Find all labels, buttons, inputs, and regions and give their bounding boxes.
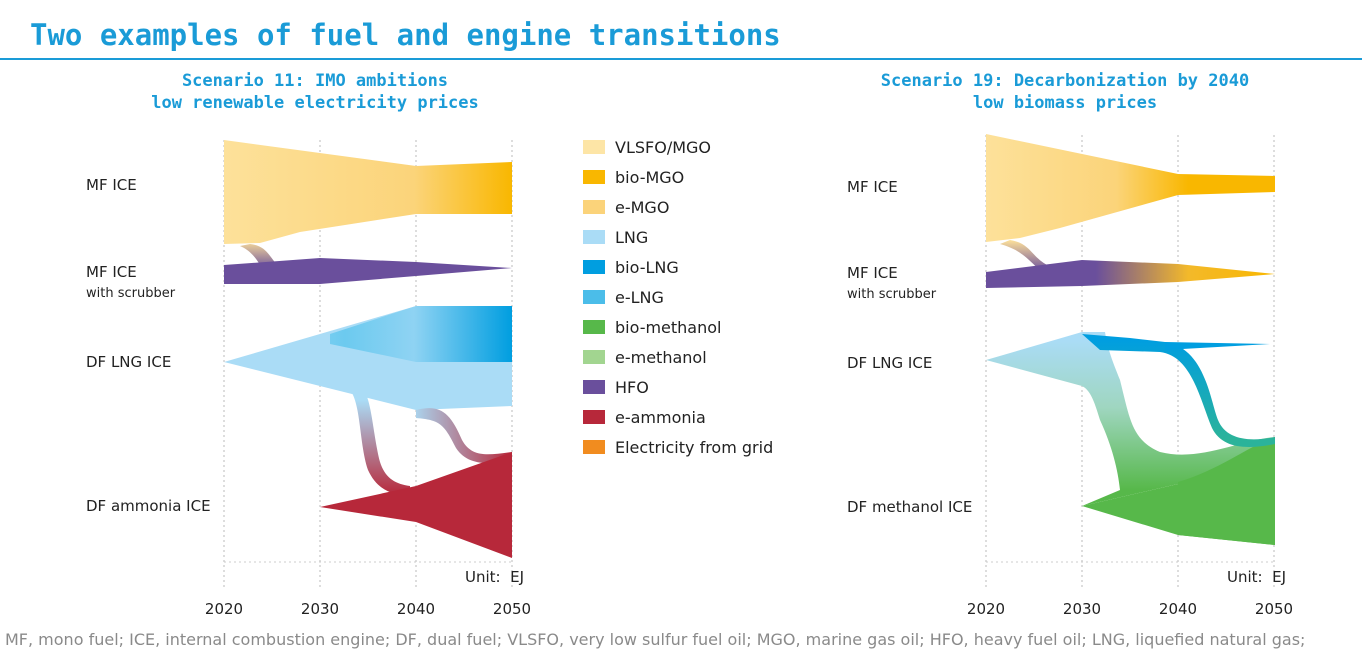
legend-swatch: [583, 350, 605, 364]
legend-swatch: [583, 200, 605, 214]
row-label-df-methanol-r: DF methanol ICE: [847, 498, 972, 516]
legend-swatch: [583, 290, 605, 304]
unit-label-r: Unit: EJ: [1227, 568, 1286, 586]
legend-label: e-methanol: [615, 347, 707, 367]
scenario-19-chart: MF ICE MF ICE with scrubber DF LNG ICE D…: [847, 134, 1293, 618]
x-tick-2040-r: 2040: [1159, 600, 1197, 618]
legend-label: HFO: [615, 377, 649, 397]
scenario-11-title: Scenario 11: IMO ambitions low renewable…: [100, 70, 530, 114]
x-tick-2030: 2030: [301, 600, 339, 618]
legend-item: bio-methanol: [583, 312, 773, 342]
row-sublabel-scrubber-r: with scrubber: [847, 287, 937, 302]
legend-swatch: [583, 230, 605, 244]
scenario-19-title: Scenario 19: Decarbonization by 2040 low…: [850, 70, 1280, 114]
legend-label: e-ammonia: [615, 407, 706, 427]
band-mf-ice-r: [986, 134, 1275, 242]
x-tick-2050: 2050: [493, 600, 531, 618]
band-bio-lng-r: [1082, 334, 1275, 447]
footnote: MF, mono fuel; ICE, internal combustion …: [5, 630, 1306, 649]
legend-item: e-methanol: [583, 342, 773, 372]
legend-item: e-LNG: [583, 282, 773, 312]
row-label-mf-ice-scrubber: MF ICE: [86, 263, 137, 281]
page-title: Two examples of fuel and engine transiti…: [30, 18, 781, 52]
legend-label: Electricity from grid: [615, 437, 774, 457]
legend-swatch: [583, 440, 605, 454]
legend-swatch: [583, 410, 605, 424]
legend-item: Electricity from grid: [583, 432, 773, 462]
legend: VLSFO/MGO bio-MGO e-MGO LNG bio-LNG e-LNG bio-…: [583, 132, 773, 462]
legend-swatch: [583, 140, 605, 154]
legend-item: LNG: [583, 222, 773, 252]
row-sublabel-scrubber: with scrubber: [86, 286, 176, 301]
row-label-df-ammonia: DF ammonia ICE: [86, 497, 211, 515]
legend-item: bio-MGO: [583, 162, 773, 192]
legend-item: bio-LNG: [583, 252, 773, 282]
row-label-mf-ice-r: MF ICE: [847, 178, 898, 196]
legend-label: LNG: [615, 227, 649, 247]
scenario-11-subheading: low renewable electricity prices: [151, 93, 479, 113]
legend-item: HFO: [583, 372, 773, 402]
scenario-11-chart: MF ICE MF ICE with scrubber DF LNG ICE D…: [86, 140, 531, 618]
band-mf-ice: [224, 140, 512, 244]
row-label-df-lng-r: DF LNG ICE: [847, 354, 932, 372]
band-mf-scrubber-r: [986, 260, 1275, 288]
x-tick-2030-r: 2030: [1063, 600, 1101, 618]
legend-swatch: [583, 170, 605, 184]
legend-label: bio-methanol: [615, 317, 722, 337]
row-label-mf-ice-scrubber-r: MF ICE: [847, 264, 898, 282]
x-tick-2020-r: 2020: [967, 600, 1005, 618]
row-label-mf-ice: MF ICE: [86, 176, 137, 194]
unit-label: Unit: EJ: [465, 568, 524, 586]
legend-swatch: [583, 380, 605, 394]
legend-swatch: [583, 320, 605, 334]
row-label-df-lng: DF LNG ICE: [86, 353, 171, 371]
flow-mf-to-scrubber-r: [1000, 240, 1060, 270]
legend-label: bio-MGO: [615, 167, 685, 187]
x-tick-2020: 2020: [205, 600, 243, 618]
legend-label: VLSFO/MGO: [615, 137, 711, 157]
legend-item: VLSFO/MGO: [583, 132, 773, 162]
legend-item: e-MGO: [583, 192, 773, 222]
x-tick-2040: 2040: [397, 600, 435, 618]
band-bio-lng-tail-r: [1165, 342, 1270, 350]
scenario-11-heading: Scenario 11: IMO ambitions: [181, 71, 449, 91]
legend-label: bio-LNG: [615, 257, 679, 277]
x-tick-2050-r: 2050: [1255, 600, 1293, 618]
band-ammonia: [320, 452, 512, 558]
legend-swatch: [583, 260, 605, 274]
scenario-19-heading: Scenario 19: Decarbonization by 2040: [880, 71, 1250, 91]
flow-lng-to-ammonia-1: [345, 385, 410, 496]
scenario-19-subheading: low biomass prices: [972, 93, 1158, 113]
title-divider: [0, 58, 1362, 60]
legend-label: e-LNG: [615, 287, 664, 307]
legend-item: e-ammonia: [583, 402, 773, 432]
band-mf-scrubber-hfo: [224, 258, 512, 284]
band-methanol-r: [1082, 437, 1275, 545]
flow-lng-to-ammonia-2: [416, 408, 512, 464]
band-lng-bio: [330, 306, 512, 362]
legend-label: e-MGO: [615, 197, 670, 217]
